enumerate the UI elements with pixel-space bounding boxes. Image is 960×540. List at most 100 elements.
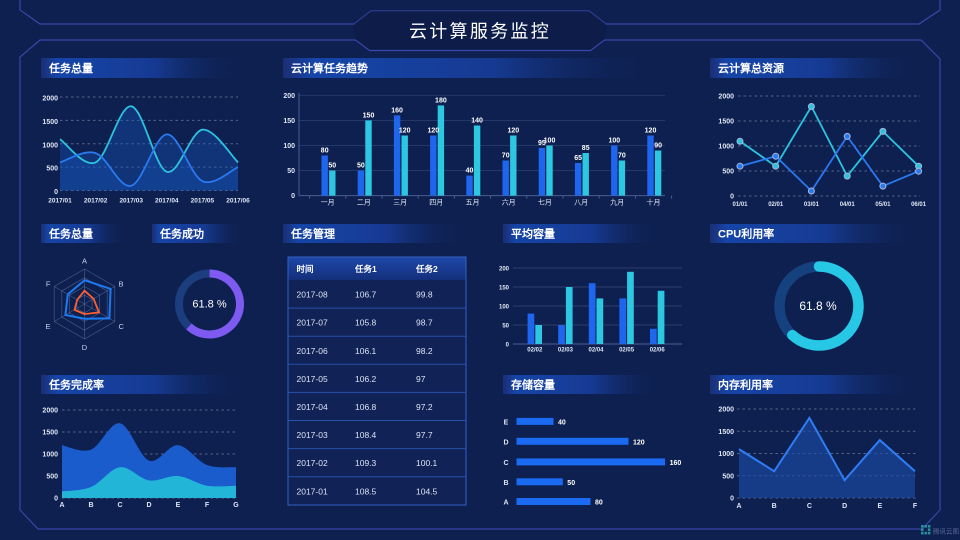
svg-text:2017-02: 2017-02 — [297, 458, 328, 468]
svg-text:2017-08: 2017-08 — [297, 290, 328, 300]
svg-text:160: 160 — [391, 107, 403, 114]
svg-text:50: 50 — [357, 163, 365, 170]
svg-text:97.7: 97.7 — [416, 430, 433, 440]
svg-text:2000: 2000 — [718, 407, 734, 414]
svg-text:二月: 二月 — [357, 199, 371, 207]
svg-text:120: 120 — [399, 128, 411, 135]
svg-text:99.8: 99.8 — [416, 290, 433, 300]
svg-text:十月: 十月 — [647, 198, 661, 207]
svg-text:2017/02: 2017/02 — [84, 198, 108, 205]
svg-text:云计算服务监控: 云计算服务监控 — [409, 22, 551, 42]
svg-text:三月: 三月 — [393, 199, 407, 207]
svg-text:03/01: 03/01 — [804, 202, 820, 208]
svg-text:120: 120 — [507, 128, 519, 135]
svg-text:2017-06: 2017-06 — [297, 346, 328, 356]
svg-text:200: 200 — [499, 267, 510, 273]
svg-text:1500: 1500 — [42, 430, 58, 437]
svg-text:CPU利用率: CPU利用率 — [718, 227, 774, 241]
svg-text:500: 500 — [722, 169, 734, 176]
svg-text:80: 80 — [595, 500, 603, 507]
svg-text:95: 95 — [538, 140, 546, 147]
svg-text:70: 70 — [502, 153, 510, 160]
svg-text:D: D — [146, 502, 151, 509]
svg-text:任务管理: 任务管理 — [290, 227, 335, 241]
svg-text:B: B — [119, 280, 124, 289]
svg-text:八月: 八月 — [574, 199, 588, 207]
svg-text:120: 120 — [633, 439, 645, 446]
svg-text:E: E — [877, 503, 882, 510]
svg-text:腾讯云图: 腾讯云图 — [933, 527, 959, 536]
svg-text:平均容量: 平均容量 — [511, 227, 555, 241]
svg-text:500: 500 — [722, 473, 734, 480]
svg-text:1000: 1000 — [718, 144, 734, 151]
svg-text:150: 150 — [499, 286, 510, 292]
svg-text:0: 0 — [291, 193, 295, 200]
svg-text:65: 65 — [574, 155, 582, 162]
svg-text:98.2: 98.2 — [416, 346, 433, 356]
svg-text:50: 50 — [567, 480, 575, 487]
svg-text:106.2: 106.2 — [355, 374, 377, 384]
svg-text:40: 40 — [466, 168, 474, 175]
svg-text:九月: 九月 — [610, 198, 624, 207]
svg-text:任务完成率: 任务完成率 — [48, 378, 104, 392]
svg-text:六月: 六月 — [502, 198, 516, 207]
svg-text:0: 0 — [54, 496, 58, 503]
svg-text:50: 50 — [328, 163, 336, 170]
svg-text:2017-05: 2017-05 — [297, 374, 328, 384]
svg-text:F: F — [46, 280, 51, 289]
svg-text:E: E — [176, 502, 181, 509]
svg-text:04/01: 04/01 — [840, 202, 856, 208]
svg-text:104.5: 104.5 — [416, 486, 438, 496]
svg-text:120: 120 — [645, 128, 657, 135]
svg-text:1500: 1500 — [718, 119, 734, 126]
svg-text:1000: 1000 — [718, 451, 734, 458]
svg-text:B: B — [503, 480, 508, 487]
svg-text:A: A — [59, 502, 64, 509]
svg-text:2017/01: 2017/01 — [48, 198, 72, 205]
svg-text:80: 80 — [321, 148, 329, 155]
svg-text:E: E — [45, 322, 50, 331]
svg-text:06/01: 06/01 — [911, 202, 927, 208]
svg-text:A: A — [503, 500, 508, 507]
svg-text:D: D — [503, 439, 508, 446]
svg-text:时间: 时间 — [297, 264, 314, 274]
svg-text:02/03: 02/03 — [558, 348, 574, 354]
svg-text:1000: 1000 — [42, 142, 58, 149]
svg-text:2017/06: 2017/06 — [226, 198, 250, 205]
svg-text:2017/05: 2017/05 — [191, 198, 215, 205]
svg-text:02/02: 02/02 — [527, 348, 543, 354]
svg-text:0: 0 — [730, 194, 734, 201]
svg-text:2017-01: 2017-01 — [297, 486, 328, 496]
svg-text:106.1: 106.1 — [355, 346, 377, 356]
svg-text:五月: 五月 — [466, 199, 480, 207]
svg-text:105.8: 105.8 — [355, 318, 377, 328]
svg-text:四月: 四月 — [429, 199, 443, 207]
svg-text:任务总量: 任务总量 — [48, 227, 93, 241]
svg-text:F: F — [205, 502, 210, 509]
svg-text:02/05: 02/05 — [619, 348, 635, 354]
svg-text:02/04: 02/04 — [588, 348, 604, 354]
svg-text:2000: 2000 — [42, 96, 58, 103]
svg-text:B: B — [772, 503, 777, 510]
svg-text:85: 85 — [582, 145, 590, 152]
svg-text:C: C — [503, 460, 508, 467]
svg-text:180: 180 — [435, 97, 447, 104]
svg-text:98.7: 98.7 — [416, 318, 433, 328]
svg-text:2017/04: 2017/04 — [155, 198, 179, 205]
svg-text:1500: 1500 — [42, 119, 58, 126]
svg-text:G: G — [233, 502, 239, 509]
svg-text:A: A — [82, 257, 87, 266]
svg-text:C: C — [807, 503, 812, 510]
svg-text:108.5: 108.5 — [355, 486, 377, 496]
svg-text:150: 150 — [283, 118, 295, 125]
svg-text:109.3: 109.3 — [355, 458, 377, 468]
svg-text:1000: 1000 — [42, 452, 58, 459]
svg-text:500: 500 — [46, 474, 58, 481]
svg-text:90: 90 — [654, 143, 662, 150]
svg-text:1500: 1500 — [718, 429, 734, 436]
svg-text:C: C — [117, 502, 122, 509]
svg-text:100: 100 — [499, 305, 510, 311]
svg-text:61.8 %: 61.8 % — [799, 299, 837, 313]
svg-text:140: 140 — [471, 118, 483, 125]
svg-text:0: 0 — [506, 343, 510, 349]
